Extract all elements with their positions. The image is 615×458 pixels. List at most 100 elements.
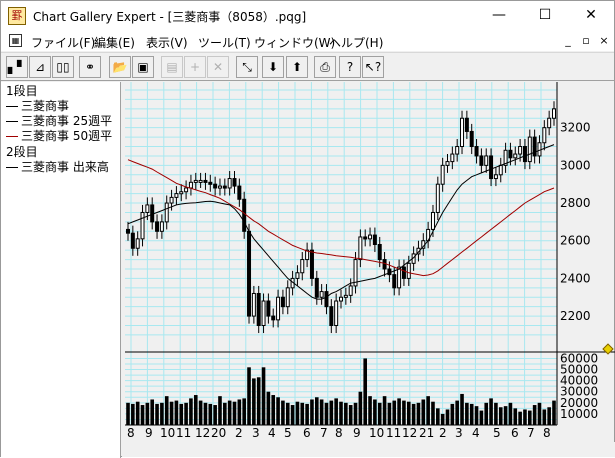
x-tick-label: 10 <box>369 426 384 440</box>
legend-item-ma50[interactable]: 三菱商事 50週平 <box>6 129 112 144</box>
candle-body <box>406 262 411 279</box>
minimize-button[interactable]: — <box>492 7 506 23</box>
menu-file[interactable]: ファイル(F) <box>31 36 96 50</box>
volume-bar <box>324 402 329 425</box>
candle-body <box>498 164 503 176</box>
volume-bar <box>542 409 547 425</box>
menu-view[interactable]: 表示(V) <box>146 36 188 50</box>
x-tick-label: 9 <box>145 426 153 440</box>
title-bar[interactable]: 罫 Chart Gallery Expert - [三菱商事（8058）.pqg… <box>1 1 614 31</box>
split-pane-icon[interactable]: ▯▯ <box>52 56 74 78</box>
menu-edit[interactable]: 編集(E) <box>94 36 135 50</box>
help-icon[interactable]: ? <box>339 56 361 78</box>
context-help-icon[interactable]: ↖? <box>362 56 384 78</box>
candle-body <box>198 179 203 183</box>
volume-bar <box>484 402 489 425</box>
candle-body <box>547 117 552 129</box>
line-swatch-icon <box>6 121 18 122</box>
cursor-mode-icon[interactable]: ⤡ <box>236 56 258 78</box>
add-icon[interactable]: + <box>184 56 206 78</box>
candle-body <box>203 179 208 183</box>
volume-bar <box>527 410 532 425</box>
volume-bar <box>353 402 358 425</box>
save-icon[interactable]: ▣ <box>132 56 154 78</box>
volume-bar <box>344 402 348 425</box>
candle-body <box>334 300 339 327</box>
menu-tools[interactable]: ツール(T) <box>198 36 251 50</box>
x-tick-label: 6 <box>511 426 519 440</box>
menu-bar: ▦ ファイル(F) 編集(E) 表示(V) ツール(T) ウィンドウ(W) ヘル… <box>1 31 614 51</box>
candle-body <box>358 236 363 261</box>
print-icon[interactable]: ⎙ <box>314 56 336 78</box>
volume-bar <box>416 402 421 425</box>
candle-body <box>450 153 455 163</box>
mdi-close-button[interactable]: × <box>599 34 609 47</box>
candle-body <box>440 164 445 185</box>
x-tick-label: 20 <box>211 426 226 440</box>
candle-body <box>247 230 252 317</box>
candlestick-icon[interactable]: ▖▘ <box>6 56 28 78</box>
arrow-up-icon[interactable]: ⬆ <box>286 56 308 78</box>
volume-bar <box>537 402 542 425</box>
menu-window[interactable]: ウィンドウ(W) <box>254 36 336 50</box>
candle-body <box>445 161 450 166</box>
candle-body <box>387 268 392 276</box>
legend-item-label: 三菱商事 25週平 <box>21 114 113 128</box>
candle-body <box>309 249 314 279</box>
menu-help[interactable]: ヘルプ(H) <box>329 36 384 50</box>
volume-bar <box>247 367 251 425</box>
delete-icon[interactable]: ✕ <box>207 56 229 78</box>
x-tick-label: 9 <box>353 426 361 440</box>
candle-body <box>242 198 247 232</box>
volume-bar <box>402 400 406 425</box>
candle-body <box>208 181 213 185</box>
candle-body <box>126 228 130 234</box>
x-tick-label: 21 <box>419 426 434 440</box>
volume-bar <box>436 408 440 425</box>
volume-bar <box>523 409 527 425</box>
candle-body <box>174 193 179 198</box>
mdi-restore-button[interactable]: ▫ <box>582 34 590 47</box>
stock-chart[interactable]: 2200240026002800300032001000020000300004… <box>122 82 615 457</box>
volume-bar <box>174 400 179 425</box>
volume-bar <box>329 400 334 425</box>
volume-bar <box>237 399 242 425</box>
legend-item-volume[interactable]: 三菱商事 出来高 <box>6 160 109 175</box>
candle-body <box>179 191 184 195</box>
document-icon[interactable]: ▦ <box>9 34 22 47</box>
candle-body <box>227 178 232 189</box>
volume-bar <box>397 398 401 425</box>
legend-item-label: 三菱商事 <box>21 99 70 113</box>
candle-body <box>329 306 334 327</box>
mdi-minimize-button[interactable]: _ <box>565 34 571 47</box>
volume-bar <box>382 396 387 425</box>
binoculars-icon[interactable]: ⚭ <box>79 56 101 78</box>
candle-body <box>552 108 556 119</box>
volume-tick-label: 60000 <box>560 351 598 365</box>
candle-body <box>464 117 469 132</box>
open-folder-icon[interactable]: 📂 <box>109 56 131 78</box>
step-line-icon[interactable]: ⊿ <box>29 56 51 78</box>
x-tick-label: 8 <box>335 426 343 440</box>
volume-bar <box>387 402 392 425</box>
legend-item-price[interactable]: 三菱商事 <box>6 99 69 114</box>
legend-item-ma25[interactable]: 三菱商事 25週平 <box>6 114 112 129</box>
candle-body <box>300 259 305 274</box>
x-tick-label: 7 <box>527 426 535 440</box>
properties-icon[interactable]: ▤ <box>161 56 183 78</box>
volume-bar <box>460 393 464 425</box>
candle-body <box>392 274 397 289</box>
volume-bar <box>532 405 537 425</box>
volume-tick-label: 10000 <box>560 407 598 421</box>
maximize-button[interactable]: ☐ <box>538 7 552 23</box>
volume-tick-label: 50000 <box>560 363 598 377</box>
close-button[interactable]: ✕ <box>585 7 597 23</box>
arrow-down-icon[interactable]: ⬇ <box>262 56 284 78</box>
line-swatch-icon <box>6 167 18 168</box>
candle-body <box>503 149 508 166</box>
candle-body <box>368 234 373 240</box>
x-tick-label: 4 <box>268 426 276 440</box>
volume-bar <box>421 399 426 425</box>
candle-body <box>489 155 494 180</box>
volume-bar <box>261 367 266 425</box>
